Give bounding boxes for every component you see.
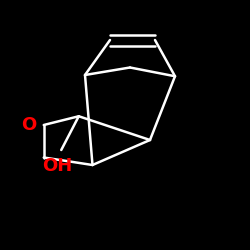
Text: O: O (22, 116, 37, 134)
Text: OH: OH (42, 157, 72, 175)
